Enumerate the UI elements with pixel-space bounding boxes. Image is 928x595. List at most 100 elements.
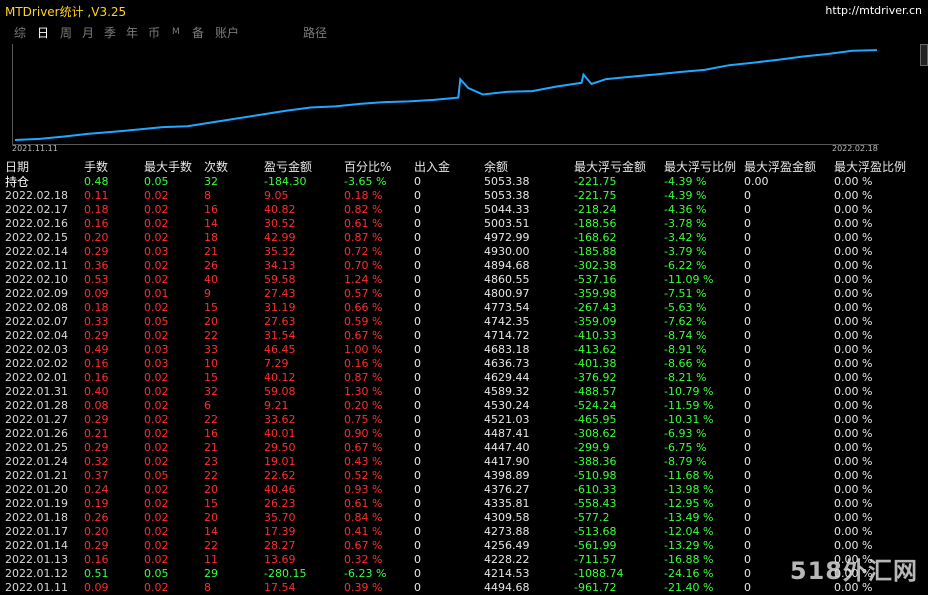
table-cell: 0.19	[84, 497, 109, 510]
table-cell: 2022.01.17	[5, 525, 68, 538]
table-row[interactable]: 2022.02.10 0.53 0.02 40 59.58 1.24 % 0 4860.55 -…	[0, 273, 928, 287]
table-cell: 0.05	[144, 315, 169, 328]
table-cell: 4214.53	[484, 567, 530, 580]
table-cell: 0	[414, 413, 421, 426]
table-row[interactable]: 2022.02.07 0.33 0.05 20 27.63 0.59 % 0 4742.35 -…	[0, 315, 928, 329]
watermark-logo: 518外汇网	[789, 557, 918, 585]
table-row[interactable]: 2022.02.04 0.29 0.02 22 31.54 0.67 % 0 4714.72 -…	[0, 329, 928, 343]
table-cell: 33	[204, 343, 218, 356]
table-cell: -299.9	[574, 441, 610, 454]
website-link[interactable]: http://mtdriver.cn	[825, 4, 922, 17]
table-cell: 0.00 %	[834, 343, 873, 356]
table-cell: 0	[744, 469, 751, 482]
table-cell: 0.09	[84, 287, 109, 300]
table-row[interactable]: 2022.02.03 0.49 0.03 33 46.45 1.00 % 0 4683.18 -…	[0, 343, 928, 357]
table-row[interactable]: 2022.02.15 0.20 0.02 18 42.99 0.87 % 0 4972.99 -…	[0, 231, 928, 245]
table-cell: 0	[414, 567, 421, 580]
table-row[interactable]: 2022.02.02 0.16 0.03 10 7.29 0.16 % 0 4636.73 -4…	[0, 357, 928, 371]
table-cell: -376.92	[574, 371, 617, 384]
table-cell: 0	[744, 329, 751, 342]
table-cell: 40.12	[264, 371, 296, 384]
tab-3[interactable]: 月	[82, 26, 95, 40]
table-cell: 0.20	[84, 231, 109, 244]
tab-7[interactable]: M	[172, 27, 180, 37]
table-cell: 2022.02.02	[5, 357, 68, 370]
table-cell: 0	[414, 553, 421, 566]
table-row[interactable]: 2022.02.17 0.18 0.02 16 40.82 0.82 % 0 5044.33 -…	[0, 203, 928, 217]
table-cell: 0.00 %	[834, 189, 873, 202]
table-cell: 40.01	[264, 427, 296, 440]
table-row[interactable]: 2022.01.21 0.37 0.05 22 22.62 0.52 % 0 4398.89 -…	[0, 469, 928, 483]
table-cell: -465.95	[574, 413, 617, 426]
table-row[interactable]: 2022.01.14 0.29 0.02 22 28.27 0.67 % 0 4256.49 -…	[0, 539, 928, 553]
table-cell: 0.00 %	[834, 469, 873, 482]
table-row[interactable]: 2022.01.28 0.08 0.02 6 9.21 0.20 % 0 4530.24 -52…	[0, 399, 928, 413]
table-cell: 0.00 %	[834, 539, 873, 552]
tab-8[interactable]: 备	[192, 26, 205, 40]
table-row[interactable]: 2022.01.27 0.29 0.02 22 33.62 0.75 % 0 4521.03 -…	[0, 413, 928, 427]
tab-10[interactable]: 路径	[303, 26, 328, 40]
table-row[interactable]: 2022.01.25 0.29 0.02 21 29.50 0.67 % 0 4447.40 -…	[0, 441, 928, 455]
table-cell: 22	[204, 413, 218, 426]
tab-0[interactable]: 综	[14, 26, 27, 40]
chart-start-label: 2021.11.11	[12, 144, 58, 153]
table-cell: 2022.01.27	[5, 413, 68, 426]
table-row[interactable]: 2022.02.16 0.16 0.02 14 30.52 0.61 % 0 5003.51 -…	[0, 217, 928, 231]
table-cell: 0.01	[144, 287, 169, 300]
table-row[interactable]: 2022.02.01 0.16 0.02 15 40.12 0.87 % 0 4629.44 -…	[0, 371, 928, 385]
table-row[interactable]: 2022.01.17 0.20 0.02 14 17.39 0.41 % 0 4273.88 -…	[0, 525, 928, 539]
table-cell: -610.33	[574, 483, 617, 496]
tab-5[interactable]: 年	[126, 26, 139, 40]
table-cell: 2022.01.26	[5, 427, 68, 440]
table-cell: -10.79 %	[664, 385, 714, 398]
tab-2[interactable]: 周	[60, 26, 73, 40]
table-row[interactable]: 2022.01.12 0.51 0.05 29 -280.15 -6.23 % 0 4214.…	[0, 567, 928, 581]
table-row[interactable]: 2022.01.24 0.32 0.02 23 19.01 0.43 % 0 4417.90 -…	[0, 455, 928, 469]
table-cell: -184.30	[264, 175, 307, 188]
table-cell: 15	[204, 301, 218, 314]
chart-end-label: 2022.02.18	[832, 144, 878, 153]
table-cell: 21	[204, 441, 218, 454]
table-cell: 0	[744, 567, 751, 580]
scrollbar[interactable]	[920, 44, 928, 66]
table-cell: 4589.32	[484, 385, 530, 398]
column-header: 最大浮亏金额	[574, 160, 647, 174]
table-cell: 0.02	[144, 371, 169, 384]
table-cell: 4742.35	[484, 315, 530, 328]
tab-6[interactable]: 币	[148, 26, 161, 40]
table-cell: 0	[414, 259, 421, 272]
table-cell: 1.24 %	[344, 273, 383, 286]
table-row[interactable]: 2022.02.09 0.09 0.01 9 27.43 0.57 % 0 4800.97 -3…	[0, 287, 928, 301]
table-row[interactable]: 2022.01.13 0.16 0.02 11 13.69 0.32 % 0 4228.22 -…	[0, 553, 928, 567]
table-cell: 0	[744, 287, 751, 300]
table-row[interactable]: 2022.02.08 0.18 0.02 15 31.19 0.66 % 0 4773.54 -…	[0, 301, 928, 315]
table-cell: 4447.40	[484, 441, 530, 454]
table-row[interactable]: 2022.01.31 0.40 0.02 32 59.08 1.30 % 0 4589.32 -…	[0, 385, 928, 399]
tab-9[interactable]: 账户	[215, 26, 240, 40]
period-tabs: 综日周月季年币 M 备账户 路径	[0, 22, 928, 42]
table-row[interactable]: 2022.02.18 0.11 0.02 8 9.05 0.18 % 0 5053.38 -22…	[0, 189, 928, 203]
table-cell: 0.03	[144, 357, 169, 370]
table-row[interactable]: 2022.01.26 0.21 0.02 16 40.01 0.90 % 0 4487.41 -…	[0, 427, 928, 441]
table-cell: -168.62	[574, 231, 617, 244]
table-row[interactable]: 2022.01.20 0.24 0.02 20 40.46 0.93 % 0 4376.27 -…	[0, 483, 928, 497]
table-row[interactable]: 2022.02.14 0.29 0.03 21 35.32 0.72 % 0 4930.00 -…	[0, 245, 928, 259]
table-cell: -3.42 %	[664, 231, 707, 244]
table-cell: 0.00 %	[834, 315, 873, 328]
table-cell: -8.74 %	[664, 329, 707, 342]
table-cell: 0.02	[144, 427, 169, 440]
table-cell: 0.02	[144, 273, 169, 286]
table-row[interactable]: 2022.01.18 0.26 0.02 20 35.70 0.84 % 0 4309.58 -…	[0, 511, 928, 525]
table-cell: 20	[204, 483, 218, 496]
table-row[interactable]: 2022.01.19 0.19 0.02 15 26.23 0.61 % 0 4335.81 -…	[0, 497, 928, 511]
hold-row[interactable]: 持仓 0.48 0.05 32 -184.30 -3.65 % 0 5053.38 -221.7…	[0, 175, 928, 189]
tab-4[interactable]: 季	[104, 26, 117, 40]
table-row[interactable]: 2022.01.11 0.09 0.02 8 17.54 0.39 % 0 4494.68 -9…	[0, 581, 928, 595]
table-cell: 0	[744, 371, 751, 384]
tab-1[interactable]: 日	[37, 26, 50, 40]
table-cell: 2022.01.31	[5, 385, 68, 398]
table-cell: 0.00 %	[834, 399, 873, 412]
table-cell: 0.20 %	[344, 399, 383, 412]
table-row[interactable]: 2022.02.11 0.36 0.02 26 34.13 0.70 % 0 4894.68 -…	[0, 259, 928, 273]
table-cell: -5.63 %	[664, 301, 707, 314]
